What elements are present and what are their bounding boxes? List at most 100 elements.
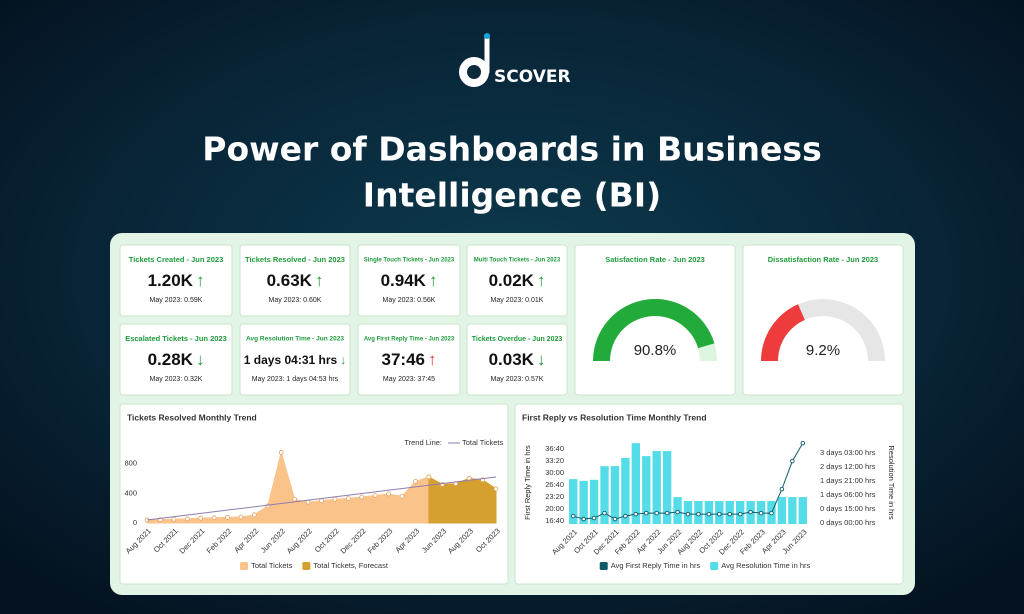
- bar: [798, 497, 807, 524]
- data-point: [654, 510, 659, 516]
- kpi-title: Escalated Tickets - Jun 2023: [125, 334, 227, 343]
- y2-tick-label: 3 days 03:00 hrs: [820, 448, 876, 457]
- y-axis-title: First Reply Time in hrs: [523, 445, 532, 520]
- kpi-value-row: 0.63K ↑: [267, 271, 324, 290]
- kpi-value: 0.94K: [381, 271, 427, 290]
- kpi-comparison: May 2023: 0.56K: [383, 297, 436, 304]
- data-point: [769, 510, 774, 516]
- data-point: [493, 486, 499, 492]
- data-point: [198, 515, 204, 521]
- trend-arrow: ↑: [429, 271, 438, 290]
- trend-legend-title: Trend Line:: [404, 438, 442, 447]
- data-point: [790, 458, 795, 464]
- kpi-value-row: 37:46 ↑: [382, 350, 437, 369]
- data-point: [675, 509, 680, 515]
- logo: SCOVER: [459, 33, 571, 87]
- trend-arrow: ↑: [428, 350, 437, 369]
- y-tick-label: 26:40: [545, 480, 564, 489]
- data-point: [345, 496, 351, 501]
- data-point: [623, 513, 628, 519]
- kpi-value: 0.02K: [489, 271, 535, 290]
- legend-swatch: [240, 562, 249, 570]
- y-tick-label: 30:00: [545, 468, 564, 477]
- legend: Total Tickets Total Tickets, Forecast: [240, 561, 389, 570]
- data-point: [278, 450, 284, 455]
- kpi-comparison: May 2023: 37:45: [383, 376, 435, 383]
- y-tick-label: 20:00: [545, 504, 564, 513]
- data-point: [758, 510, 764, 516]
- data-point: [779, 486, 785, 492]
- card: [119, 323, 233, 396]
- y2-tick-label: 0 days 00:00 hrs: [820, 518, 876, 527]
- kpi-comparison: May 2023: 0.32K: [150, 376, 203, 383]
- logo-dot: [484, 33, 490, 39]
- trend-legend-label: Total Tickets: [462, 438, 504, 447]
- data-point: [426, 474, 432, 480]
- data-point: [225, 515, 230, 520]
- gauge-fill: [761, 304, 805, 361]
- y-tick-label: 23:20: [545, 492, 564, 501]
- data-point: [800, 440, 806, 446]
- bar: [579, 480, 588, 524]
- gauge-value-label: 9.2%: [806, 342, 840, 359]
- kpi-value-row: 1 days 04:31 hrs ↓: [244, 353, 346, 367]
- kpi-comparison: May 2023: 0.59K: [150, 297, 203, 304]
- data-point: [238, 514, 244, 520]
- trend-arrow: ↑: [196, 271, 205, 290]
- data-point: [737, 511, 743, 517]
- kpi-title: Single Touch Tickets - Jun 2023: [364, 258, 455, 264]
- kpi-comparison: May 2023: 1 days 04:53 hrs: [252, 376, 339, 383]
- trend-arrow: ↑: [315, 271, 324, 290]
- card: [119, 244, 233, 317]
- gauge-title: Dissatisfaction Rate - Jun 2023: [768, 255, 878, 264]
- card: [357, 244, 461, 317]
- bar: [642, 456, 651, 524]
- bar: [589, 479, 599, 524]
- logo-text: SCOVER: [494, 67, 571, 87]
- card: [466, 244, 568, 317]
- legend-label: Total Tickets: [251, 561, 293, 570]
- data-point: [717, 511, 722, 517]
- y2-tick-label: 1 days 21:00 hrs: [820, 476, 876, 485]
- data-point: [664, 510, 670, 516]
- page-title: Power of Dashboards in Business: [202, 130, 821, 169]
- data-point: [184, 516, 190, 522]
- page-title: Intelligence (BI): [363, 176, 661, 215]
- kpi-title: Multi Touch Tickets - Jun 2023: [474, 258, 561, 264]
- data-point: [727, 511, 732, 517]
- kpi-comparison: May 2023: 0.01K: [491, 297, 544, 304]
- logo-icon-hole: [467, 65, 481, 79]
- bar: [600, 466, 609, 524]
- data-point: [644, 510, 649, 516]
- data-point: [399, 493, 405, 499]
- data-point: [581, 516, 586, 522]
- kpi-value: 1 days 04:31 hrs: [244, 353, 338, 367]
- y2-tick-label: 2 days 12:00 hrs: [820, 462, 876, 471]
- data-point: [359, 494, 365, 500]
- trend-arrow: ↑: [537, 271, 546, 290]
- kpi-value-row: 0.03K ↓: [489, 350, 546, 369]
- data-point: [171, 516, 177, 522]
- y-tick-label: 33:20: [545, 456, 564, 465]
- data-point: [319, 498, 324, 504]
- card: [742, 244, 904, 396]
- bar: [777, 497, 787, 524]
- bar: [788, 497, 797, 524]
- bar: [569, 479, 578, 524]
- kpi-value-row: 0.94K ↑: [381, 271, 438, 290]
- chart-title: First Reply vs Resolution Time Monthly T…: [522, 412, 707, 422]
- data-point: [386, 491, 392, 497]
- bar: [610, 466, 620, 524]
- bar: [621, 457, 630, 524]
- data-point: [292, 496, 298, 502]
- kpi-title: Avg First Reply Time - Jun 2023: [364, 337, 455, 343]
- trend-line: [146, 476, 497, 521]
- data-point: [332, 496, 338, 502]
- data-point: [748, 509, 753, 515]
- legend-label: Avg First Reply Time in hrs: [611, 561, 701, 570]
- legend: Avg First Reply Time in hrs Avg Resolutio…: [599, 561, 811, 570]
- y-tick-label: 36:40: [545, 444, 564, 453]
- y-tick-label: 0: [133, 518, 137, 527]
- card: [119, 403, 509, 585]
- bar: [652, 451, 661, 524]
